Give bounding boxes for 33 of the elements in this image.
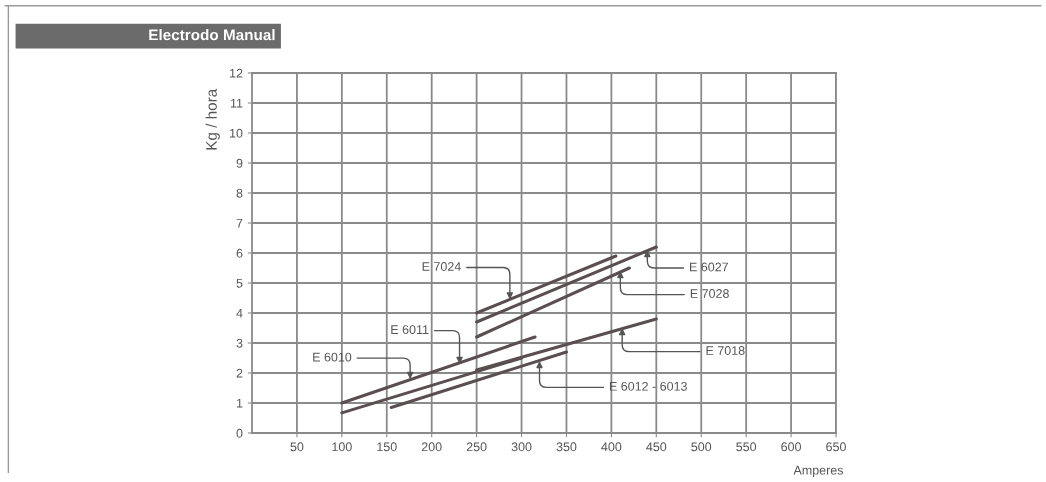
x-tick-label: 250 [466,442,487,452]
x-tick-label: 600 [781,442,802,452]
x-tick-label: 50 [290,442,304,452]
y-tick-label: 0 [236,428,243,438]
y-tick-label: 11 [230,98,243,108]
x-tick-label: 300 [511,442,532,452]
x-axis-title: Amperes [793,465,844,478]
y-tick-label: 2 [236,368,243,378]
y-tick-label: 6 [236,248,243,258]
x-tick-label: 550 [736,442,757,452]
y-axis-title: Kg / hora [205,88,220,150]
y-tick-label: 12 [230,68,243,78]
x-tick-label: 150 [377,442,397,452]
y-tick-label: 3 [236,338,243,348]
x-tick-label: 200 [421,442,442,452]
y-tick-label: 7 [236,218,243,228]
annotation: E 6011 [391,325,429,335]
y-tick-label: 9 [236,158,243,168]
x-tick-label: 350 [556,442,577,452]
annotation: E 7024 [422,262,461,271]
y-tick-label: 1 [236,398,243,408]
y-tick-label: 10 [230,128,243,138]
x-tick-label: 650 [826,442,846,452]
chart-title: Electrodo Manual [149,29,275,41]
annotation: E 7018 [706,346,745,355]
y-tick-label: 8 [236,188,243,198]
x-tick-label: 450 [646,442,667,452]
x-tick-label: 500 [691,442,712,452]
y-tick-label: 4 [236,308,243,318]
x-tick-label: 400 [601,442,622,452]
x-tick-label: 100 [332,442,352,452]
y-tick-label: 5 [236,278,243,288]
annotation: E 7028 [690,289,729,298]
